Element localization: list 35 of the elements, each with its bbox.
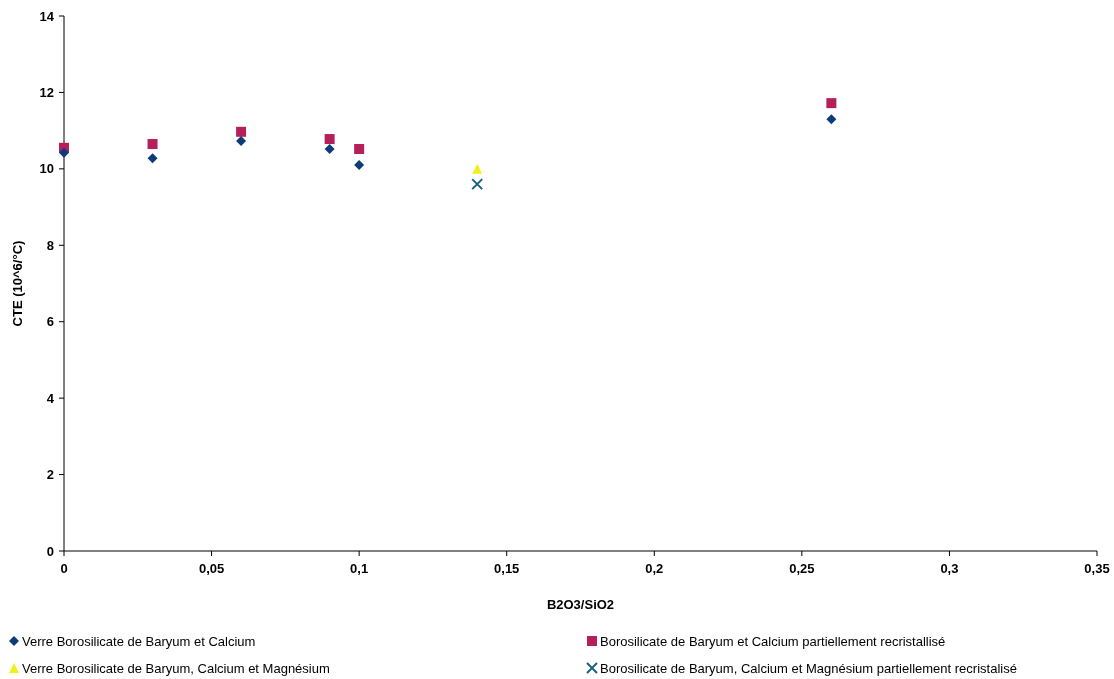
legend-label: Borosilicate de Baryum et Calcium partiellement recristallisé — [600, 633, 946, 649]
point — [147, 153, 158, 164]
point — [826, 114, 837, 125]
y-tick-label: 2 — [46, 467, 54, 483]
x-tick-label: 0,35 — [1084, 561, 1110, 576]
point — [354, 160, 365, 171]
x-tick-label: 0,1 — [350, 561, 369, 576]
point — [471, 178, 484, 191]
y-axis-title: CTE (10^6/°C) — [10, 240, 25, 327]
point — [236, 126, 247, 137]
x-tick-label: 0,25 — [789, 561, 815, 576]
point — [354, 143, 365, 154]
y-tick-label: 4 — [46, 390, 55, 406]
point — [147, 139, 158, 150]
x-tick-label: 0,05 — [198, 561, 225, 576]
point — [324, 134, 335, 145]
x-axis-title: B2O3/SiO2 — [546, 597, 615, 612]
point — [324, 143, 335, 154]
x-tick-label: 0,15 — [494, 561, 520, 576]
point — [472, 163, 483, 174]
y-tick-label: 6 — [46, 314, 54, 330]
point — [236, 135, 247, 146]
y-tick-label: 12 — [39, 84, 54, 100]
legend-label: Verre Borosilicate de Baryum et Calcium — [22, 633, 256, 649]
y-tick-label: 0 — [46, 543, 54, 559]
point — [826, 98, 837, 109]
x-tick-label: 0,2 — [645, 561, 664, 576]
point — [59, 147, 69, 158]
y-tick-label: 10 — [39, 161, 54, 177]
x-tick-label: 0 — [60, 561, 68, 576]
legend-label: Verre Borosilicate de Baryum, Calcium et Magnésium — [22, 660, 330, 676]
x-tick-label: 0,3 — [940, 561, 959, 576]
y-tick-label: 8 — [46, 237, 54, 253]
legend-label: Borosilicate de Baryum, Calcium et Magnésium partiellement recristalisé — [600, 660, 1017, 676]
y-tick-label: 14 — [39, 8, 55, 24]
